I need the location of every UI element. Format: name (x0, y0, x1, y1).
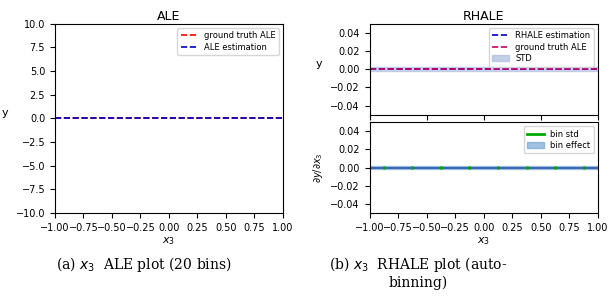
X-axis label: $x_3$: $x_3$ (162, 236, 176, 247)
Legend: ground truth ALE, ALE estimation: ground truth ALE, ALE estimation (178, 28, 279, 55)
Text: (b) $x_3$  RHALE plot (auto-
binning): (b) $x_3$ RHALE plot (auto- binning) (329, 255, 507, 290)
Title: RHALE: RHALE (463, 9, 504, 22)
X-axis label: $x_3$: $x_3$ (477, 236, 490, 247)
Title: ALE: ALE (157, 9, 181, 22)
Text: (a) $x_3$  ALE plot (20 bins): (a) $x_3$ ALE plot (20 bins) (56, 255, 231, 274)
Y-axis label: y: y (1, 108, 8, 118)
Legend: bin std, bin effect: bin std, bin effect (523, 126, 594, 153)
Y-axis label: $\partial y/\partial x_3$: $\partial y/\partial x_3$ (310, 152, 325, 183)
Legend: RHALE estimation, ground truth ALE, STD: RHALE estimation, ground truth ALE, STD (489, 28, 594, 67)
Y-axis label: y: y (316, 59, 323, 69)
